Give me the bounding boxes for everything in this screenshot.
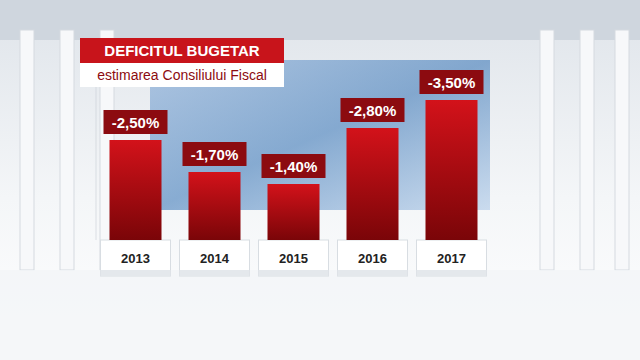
plinth-shadow bbox=[338, 270, 408, 276]
title: DEFICITUL BUGETAR bbox=[104, 42, 259, 59]
plinth bbox=[417, 240, 487, 276]
y-axis-line bbox=[96, 80, 97, 240]
bar bbox=[110, 140, 162, 240]
chart-root: 2013 2014 2015 2016 2017 -2,50% -1,70% -1,40% -2… bbox=[0, 0, 640, 360]
bar bbox=[189, 172, 241, 240]
data-label-box bbox=[183, 142, 247, 166]
data-label-box bbox=[420, 70, 484, 94]
pillar bbox=[20, 30, 34, 270]
plinth-shadow bbox=[417, 270, 487, 276]
plinth bbox=[259, 240, 329, 276]
chart-svg: 2013 2014 2015 2016 2017 -2,50% -1,70% -1,40% -2… bbox=[0, 0, 640, 360]
background bbox=[0, 0, 640, 360]
subtitle-box bbox=[80, 63, 284, 87]
subtitle: estimarea Consiliului Fiscal bbox=[97, 67, 267, 83]
bar bbox=[426, 100, 478, 240]
data-label: -2,50% bbox=[112, 114, 160, 131]
data-label: -1,70% bbox=[191, 146, 239, 163]
x-tick-label: 2014 bbox=[200, 251, 230, 266]
data-label-box bbox=[262, 154, 326, 178]
pillar bbox=[615, 30, 629, 270]
pillar bbox=[60, 30, 74, 270]
data-label-box bbox=[104, 110, 168, 134]
plinth bbox=[180, 240, 250, 276]
x-tick-label: 2016 bbox=[358, 251, 387, 266]
title-box bbox=[80, 38, 284, 63]
plinth bbox=[101, 240, 171, 276]
plinth-shadow bbox=[259, 270, 329, 276]
plinth bbox=[338, 240, 408, 276]
bar bbox=[268, 184, 320, 240]
plinth-shadow bbox=[101, 270, 171, 276]
x-tick-label: 2017 bbox=[437, 251, 466, 266]
x-tick-label: 2015 bbox=[279, 251, 308, 266]
floor bbox=[0, 270, 640, 360]
data-label: -3,50% bbox=[428, 74, 476, 91]
data-label-box bbox=[341, 98, 405, 122]
pillar bbox=[580, 30, 594, 270]
data-label: -2,80% bbox=[349, 102, 397, 119]
data-label: -1,40% bbox=[270, 158, 318, 175]
pillar bbox=[540, 30, 554, 270]
plinth-shadow bbox=[180, 270, 250, 276]
x-tick-label: 2013 bbox=[121, 251, 150, 266]
bar bbox=[347, 128, 399, 240]
